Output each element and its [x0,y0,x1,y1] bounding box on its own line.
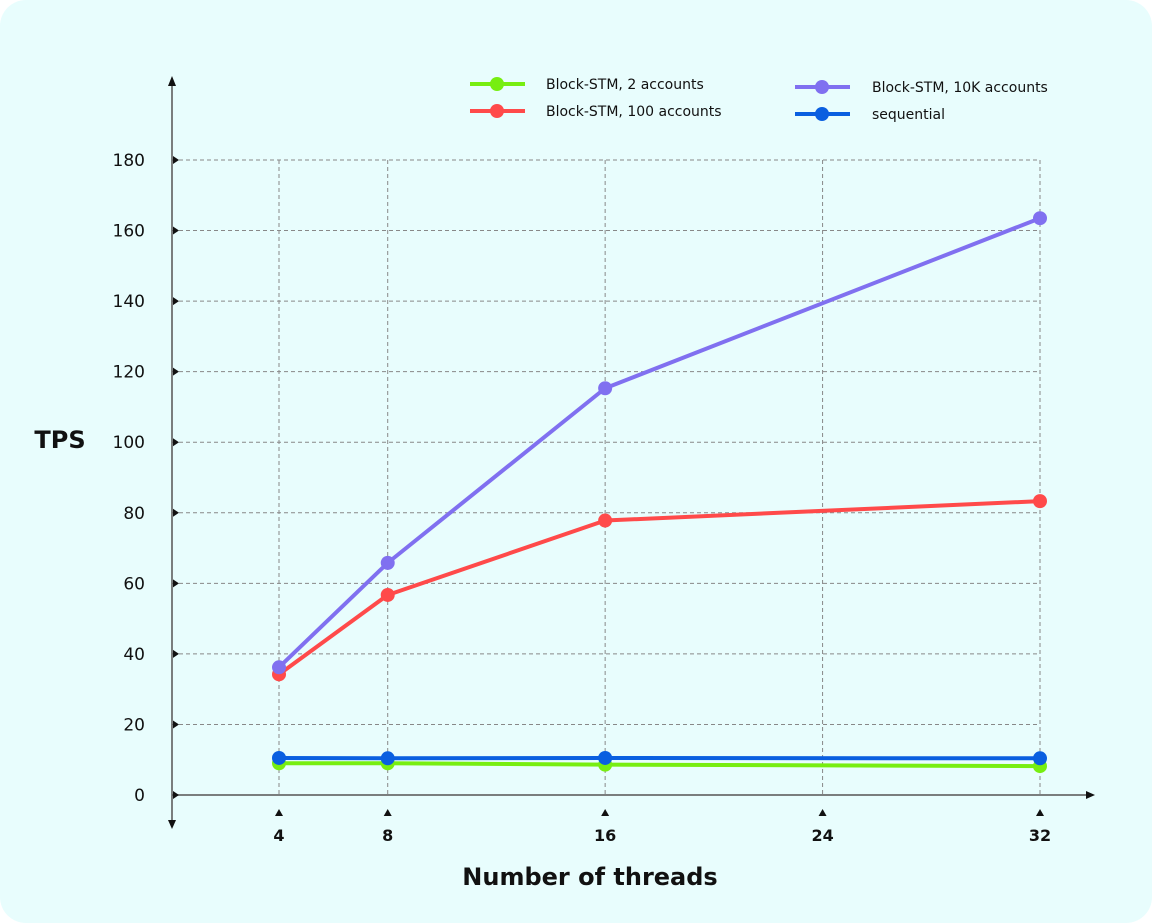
axes [168,76,1095,829]
series-block-stm-100-accounts [272,494,1047,682]
y-tick-label: 40 [123,645,145,665]
x-tick-label: 32 [1029,826,1051,845]
data-point [1033,211,1047,226]
y-tick-label: 80 [123,504,145,524]
legend-swatch-marker [815,80,829,94]
data-point [598,750,613,765]
series-sequential [272,750,1047,766]
data-point [1033,494,1047,509]
x-tick-marker [818,809,827,816]
series [272,211,1047,774]
y-tick-marker [173,508,179,517]
series-line [277,216,1041,669]
y-tick-marker [173,791,179,799]
series-block-stm-10k-accounts [272,211,1047,675]
y-tick-marker [173,367,179,376]
x-tick-marker [601,809,610,816]
x-axis-arrow [1086,791,1095,799]
legend-label: sequential [872,107,945,123]
y-tick-label: 100 [113,433,145,453]
legend-item: Block-STM, 100 accounts [470,104,722,120]
y-tick-label: 160 [113,222,145,242]
legend-label: Block-STM, 100 accounts [546,104,722,120]
y-axis-arrow-up [168,76,176,86]
data-point [272,750,286,765]
y-tick-marker [173,720,179,729]
y-axis-arrow-down [168,820,176,829]
ticks: 0 20 40 60 80 100 120 140 160 180 4 8 16 24 32 [113,151,1052,845]
data-point [598,381,613,396]
y-tick-marker [173,226,179,235]
data-point [272,660,286,675]
x-tick-label: 24 [811,826,833,845]
y-tick-marker [173,297,179,306]
legend-item: sequential [795,107,945,123]
y-tick-label: 0 [134,786,145,806]
x-tick-label: 8 [382,826,393,845]
data-point [380,751,395,766]
x-tick-marker [1036,809,1044,816]
x-tick-marker [383,809,392,816]
y-tick-label: 60 [123,574,145,594]
legend-item: Block-STM, 2 accounts [470,77,704,93]
y-tick-label: 20 [123,715,145,735]
series-line [279,761,1041,769]
legend-swatch-marker [815,107,829,121]
legend-swatch-marker [490,77,504,91]
y-tick-label: 180 [113,151,145,171]
legend: Block-STM, 2 accounts Block-STM, 100 acco… [470,77,1048,123]
y-tick-marker [173,649,179,658]
data-point [380,555,395,570]
x-tick-marker [275,809,283,816]
legend-swatch-marker [490,104,504,118]
legend-item: Block-STM, 10K accounts [795,80,1048,96]
x-tick-label: 16 [594,826,616,845]
grid [172,159,1041,795]
series-line [277,499,1041,676]
x-tick-label: 4 [273,826,284,845]
data-point [598,513,613,528]
y-tick-marker [173,579,179,588]
y-axis-label: TPS [34,426,85,454]
y-tick-marker [173,438,179,447]
x-axis-label: Number of threads [462,863,717,891]
legend-label: Block-STM, 10K accounts [872,80,1048,96]
y-tick-label: 120 [113,363,145,383]
data-point [1033,751,1047,766]
y-tick-marker [173,156,179,164]
y-tick-label: 140 [113,292,145,312]
legend-label: Block-STM, 2 accounts [546,77,704,93]
data-point [380,587,395,602]
